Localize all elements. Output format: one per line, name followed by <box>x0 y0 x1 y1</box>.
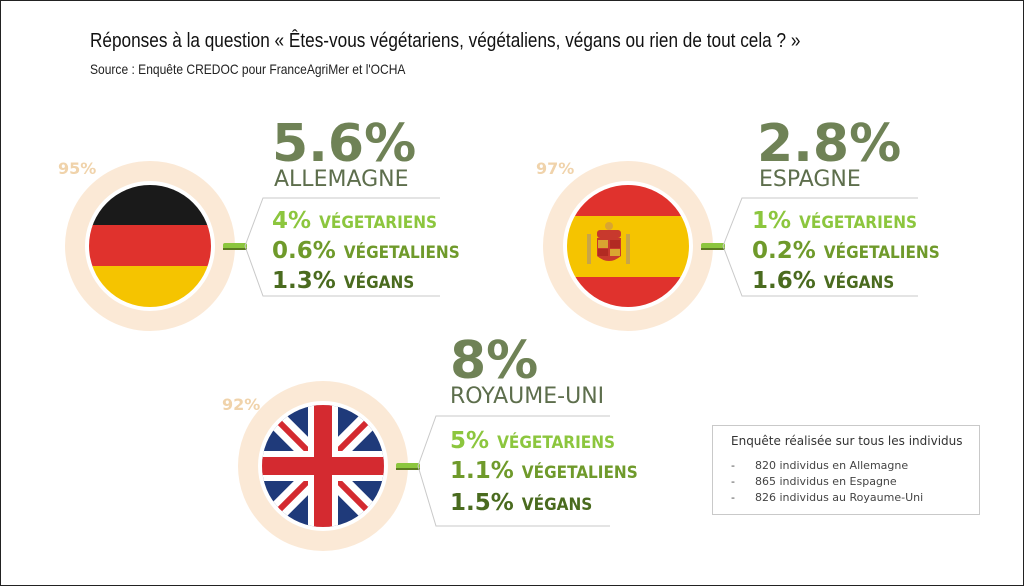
survey-note-line: - 826 individus au Royaume-Uni <box>731 491 923 504</box>
stat-percent: 1.6% <box>752 268 824 294</box>
bracket-top-line <box>417 415 610 467</box>
survey-note-germany: 820 individus en Allemagne <box>755 459 909 472</box>
bracket-bottom-line <box>417 465 610 527</box>
connector-tip-shadow <box>223 248 247 250</box>
stat-category: VÉGANS <box>522 493 593 515</box>
stat-category: VÉGETARIENS <box>799 211 917 233</box>
connector-tip-shadow <box>701 248 725 250</box>
stat-percent: 1.5% <box>450 490 522 516</box>
remaining-share-label: 97% <box>536 159 574 178</box>
stat-percent: 1.1% <box>450 458 522 484</box>
stat-category: VÉGANS <box>824 271 895 293</box>
stat-line: 1.3% VÉGANS <box>272 268 414 294</box>
note-dash: - <box>731 475 735 488</box>
total-share-value: 8% <box>450 331 538 391</box>
stat-line: 1.1% VÉGETALIENS <box>450 458 638 484</box>
stat-line: 5% VÉGETARIENS <box>450 428 615 454</box>
uk-flag-icon <box>262 405 384 527</box>
stat-category: VÉGETALIENS <box>522 461 638 483</box>
spain-coat-of-arms-icon <box>587 222 630 264</box>
survey-note-uk: 826 individus au Royaume-Uni <box>755 491 924 504</box>
chart-source: Source : Enquête CREDOC pour FranceAgriM… <box>90 61 406 77</box>
chart-title: Réponses à la question « Êtes-vous végét… <box>90 30 801 52</box>
stat-line: 0.6% VÉGETALIENS <box>272 238 460 264</box>
connector-tip <box>701 243 725 249</box>
bracket-bottom-line <box>244 245 440 297</box>
survey-note-line: - 865 individus en Espagne <box>731 475 897 488</box>
stat-category: VÉGANS <box>344 271 415 293</box>
germany-flag-icon <box>89 185 211 307</box>
country-name: ALLEMAGNE <box>274 167 409 192</box>
bracket-top-line <box>244 197 440 247</box>
connector-tip <box>396 463 420 469</box>
connector-tip <box>223 243 247 249</box>
survey-note-line: - 820 individus en Allemagne <box>731 459 908 472</box>
country-panel: 97% 2.8%ESPAGNE 1% VÉGETARIENS 0.2% VÉGETAL… <box>536 114 940 331</box>
bracket-top-line <box>722 197 918 247</box>
country-name: ESPAGNE <box>759 167 861 192</box>
country-name: ROYAUME-UNI <box>450 384 604 409</box>
survey-note-box: Enquête réalisée sur tous les individus … <box>712 425 980 515</box>
stat-percent: 5% <box>450 428 497 454</box>
spain-flag-icon <box>567 185 689 307</box>
survey-note-spain: 865 individus en Espagne <box>755 475 897 488</box>
bracket-bottom-line <box>722 245 918 297</box>
stat-line: 1% VÉGETARIENS <box>752 208 917 234</box>
stat-line: 4% VÉGETARIENS <box>272 208 437 234</box>
stat-line: 0.2% VÉGETALIENS <box>752 238 940 264</box>
country-panel: 92% 8%ROYAUME-UNI 5% VÉGETARIENS 1.1% VÉGET… <box>222 331 638 551</box>
stat-percent: 0.6% <box>272 238 344 264</box>
country-panel: 95% 5.6%ALLEMAGNE 4% VÉGETARIENS 0.6% VÉGET… <box>58 114 460 331</box>
stat-category: VÉGETARIENS <box>497 431 615 453</box>
stat-line: 1.5% VÉGANS <box>450 490 592 516</box>
stat-line: 1.6% VÉGANS <box>752 268 894 294</box>
stat-category: VÉGETARIENS <box>319 211 437 233</box>
note-dash: - <box>731 459 735 472</box>
total-share-value: 5.6% <box>272 114 416 174</box>
total-share-value: 2.8% <box>757 114 901 174</box>
survey-note-title: Enquête réalisée sur tous les individus <box>731 434 963 448</box>
stat-category: VÉGETALIENS <box>824 241 940 263</box>
connector-tip-shadow <box>396 468 420 470</box>
stat-percent: 0.2% <box>752 238 824 264</box>
remaining-share-label: 92% <box>222 395 260 414</box>
stat-percent: 1.3% <box>272 268 344 294</box>
stat-percent: 1% <box>752 208 799 234</box>
stat-percent: 4% <box>272 208 319 234</box>
note-dash: - <box>731 491 735 504</box>
remaining-share-label: 95% <box>58 159 96 178</box>
stat-category: VÉGETALIENS <box>344 241 460 263</box>
